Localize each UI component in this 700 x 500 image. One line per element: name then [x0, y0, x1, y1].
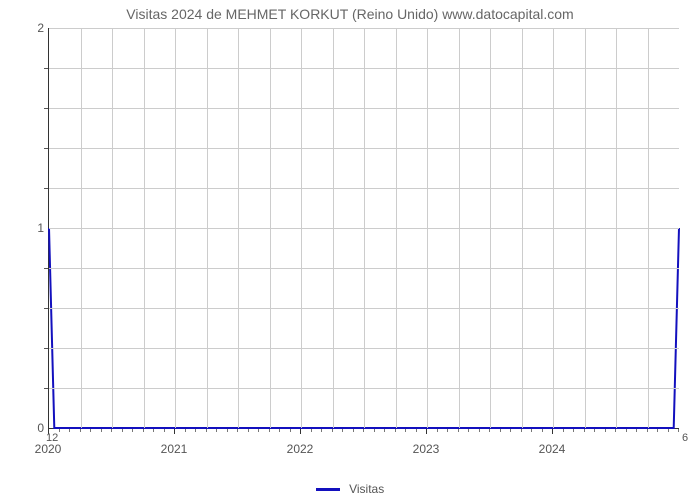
legend: Visitas	[0, 481, 700, 496]
y-tick-label: 1	[14, 221, 44, 235]
legend-swatch	[316, 488, 340, 491]
y-tick-label: 2	[14, 21, 44, 35]
grid-line-v	[648, 28, 649, 428]
grid-line-v	[364, 28, 365, 428]
grid-line-v	[585, 28, 586, 428]
grid-line-v	[238, 28, 239, 428]
x-tick-label: 2022	[287, 442, 314, 456]
grid-line-v	[490, 28, 491, 428]
grid-line-v	[112, 28, 113, 428]
x-tick-label: 2021	[161, 442, 188, 456]
grid-line-v	[427, 28, 428, 428]
grid-line-v	[81, 28, 82, 428]
grid-line-v	[522, 28, 523, 428]
grid-line-v	[333, 28, 334, 428]
grid-line-v	[553, 28, 554, 428]
x-tick-label: 2023	[413, 442, 440, 456]
chart-container: Visitas 2024 de MEHMET KORKUT (Reino Uni…	[0, 0, 700, 500]
grid-line-v	[270, 28, 271, 428]
grid-line-v	[207, 28, 208, 428]
chart-title: Visitas 2024 de MEHMET KORKUT (Reino Uni…	[0, 6, 700, 22]
grid-line-v	[459, 28, 460, 428]
y-tick-label: 0	[14, 421, 44, 435]
grid-line-v	[396, 28, 397, 428]
grid-line-v	[175, 28, 176, 428]
annotation-label: 12	[46, 432, 58, 444]
grid-line-v	[144, 28, 145, 428]
plot-area	[48, 28, 679, 429]
grid-line-v	[616, 28, 617, 428]
x-tick-label: 2024	[539, 442, 566, 456]
annotation-label: 6	[682, 432, 688, 444]
x-tick-label: 2020	[35, 442, 62, 456]
grid-line-v	[301, 28, 302, 428]
legend-label: Visitas	[349, 482, 384, 496]
